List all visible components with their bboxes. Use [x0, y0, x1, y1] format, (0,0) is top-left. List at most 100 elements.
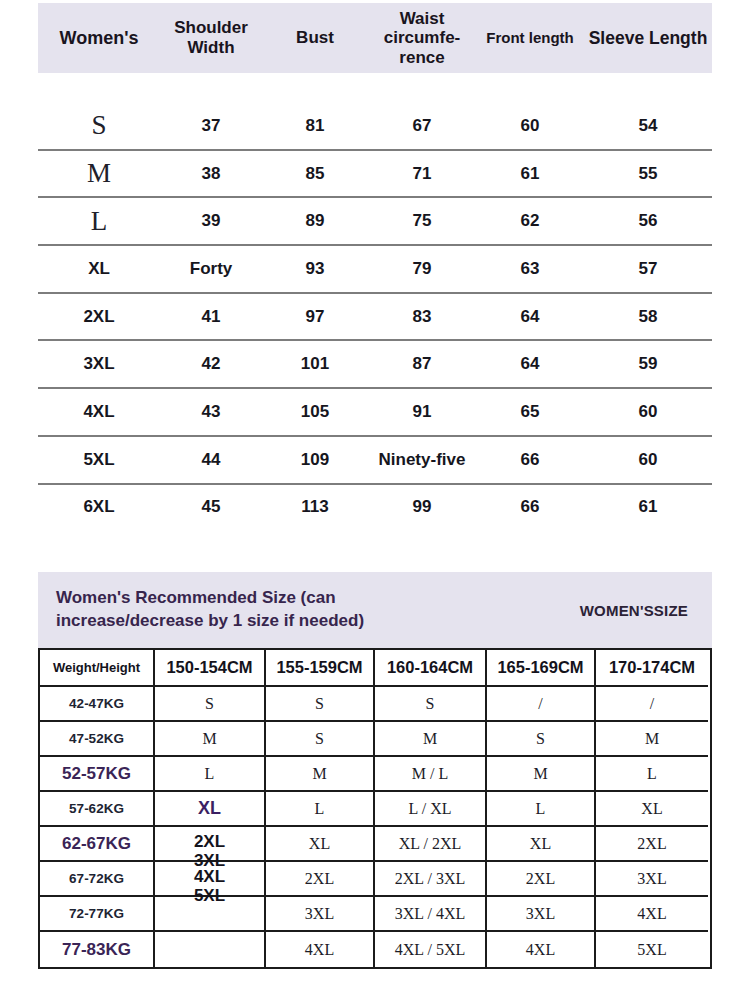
measurement-value: 55 — [584, 164, 712, 184]
col-header-shoulder: Shoulder Width — [160, 18, 262, 57]
measurement-value: 58 — [584, 307, 712, 327]
size-cell: / — [596, 687, 708, 722]
measurement-header-banner: Women's Shoulder Width Bust Waist circum… — [38, 3, 712, 73]
height-header: 165-169CM — [487, 650, 596, 687]
measurement-value: 57 — [584, 259, 712, 279]
size-cell: L — [596, 757, 708, 792]
measurement-value: 44 — [160, 450, 262, 470]
measurement-value: Forty — [160, 259, 262, 279]
size-cell: M / L — [375, 757, 487, 792]
measurement-value: 65 — [476, 402, 584, 422]
matrix-row: 77-83KG 4XL 4XL / 5XL 4XL 5XL — [40, 932, 710, 967]
stacked-sizes: 2XL 3XL — [155, 832, 264, 870]
stacked-size: 4XL — [155, 867, 264, 886]
size-cell: L / XL — [375, 792, 487, 827]
measurement-value: 66 — [476, 450, 584, 470]
table-row-6xl: 6XL 45 113 99 66 61 — [38, 485, 712, 531]
stacked-size: 5XL — [155, 886, 264, 905]
height-header: 160-164CM — [375, 650, 487, 687]
womens-size-label: WOMEN'SSIZE — [580, 602, 688, 619]
measurement-value: Ninety-five — [368, 450, 476, 470]
measurement-value: 37 — [160, 116, 262, 136]
recommended-size-table: Weight/Height 150-154CM 155-159CM 160-16… — [38, 648, 712, 969]
size-cell: 2XL — [487, 862, 596, 897]
size-cell: XL / 2XL — [375, 827, 487, 862]
table-row-3xl: 3XL 42 101 87 64 59 — [38, 341, 712, 389]
matrix-row: 72-77KG 3XL 3XL / 4XL 3XL 4XL — [40, 897, 710, 932]
measurement-value: 99 — [368, 497, 476, 517]
size-label: 5XL — [38, 450, 160, 470]
table-row-s: S 37 81 67 60 54 — [38, 103, 712, 151]
measurement-value: 71 — [368, 164, 476, 184]
measurement-value: 75 — [368, 211, 476, 231]
measurement-value: 64 — [476, 354, 584, 374]
weight-label: 57-62KG — [40, 792, 155, 827]
measurement-value: 61 — [476, 164, 584, 184]
size-cell: S — [155, 687, 266, 722]
size-cell: S — [375, 687, 487, 722]
size-cell: M — [596, 722, 708, 757]
measurement-value: 83 — [368, 307, 476, 327]
weight-label: 42-47KG — [40, 687, 155, 722]
col-header-sleeve-length: Sleeve Length — [584, 28, 712, 48]
size-cell: 4XL — [487, 932, 596, 967]
measurement-value: 56 — [584, 211, 712, 231]
size-label: S — [38, 110, 160, 141]
recommended-size-banner: Women's Recommended Size (can increase/d… — [38, 572, 712, 648]
height-header: 150-154CM — [155, 650, 266, 687]
size-cell: M — [266, 757, 375, 792]
weight-label: 72-77KG — [40, 897, 155, 932]
size-chart-page: Women's Shoulder Width Bust Waist circum… — [38, 3, 712, 969]
size-cell-stacked: 4XL 5XL — [155, 862, 266, 897]
weight-label: 62-67KG — [40, 827, 155, 862]
measurement-value: 59 — [584, 354, 712, 374]
table-row-5xl: 5XL 44 109 Ninety-five 66 60 — [38, 437, 712, 485]
measurement-value: 45 — [160, 497, 262, 517]
size-cell: 5XL — [596, 932, 708, 967]
measurement-value: 60 — [476, 116, 584, 136]
size-cell: M — [487, 757, 596, 792]
measurement-value: 87 — [368, 354, 476, 374]
height-header: 155-159CM — [266, 650, 375, 687]
measurement-value: 97 — [262, 307, 368, 327]
size-cell: XL — [266, 827, 375, 862]
size-label: 2XL — [38, 307, 160, 327]
measurement-value: 60 — [584, 450, 712, 470]
table-row-l: L 39 89 75 62 56 — [38, 198, 712, 246]
matrix-row: 42-47KG S S S / / — [40, 687, 710, 722]
size-cell: S — [266, 687, 375, 722]
measurement-value: 39 — [160, 211, 262, 231]
matrix-row: 62-67KG 2XL 3XL XL XL / 2XL XL 2XL — [40, 827, 710, 862]
col-header-bust: Bust — [262, 28, 368, 48]
size-cell: XL — [596, 792, 708, 827]
measurement-value: 67 — [368, 116, 476, 136]
size-cell: 4XL — [266, 932, 375, 967]
size-cell-stacked: 2XL 3XL — [155, 827, 266, 862]
size-cell: 2XL — [266, 862, 375, 897]
measurement-value: 41 — [160, 307, 262, 327]
measurement-value: 79 — [368, 259, 476, 279]
measurement-value: 61 — [584, 497, 712, 517]
matrix-row: 67-72KG 4XL 5XL 2XL 2XL / 3XL 2XL 3XL — [40, 862, 710, 897]
measurement-value: 66 — [476, 497, 584, 517]
matrix-row: 52-57KG L M M / L M L — [40, 757, 710, 792]
size-cell: XL — [487, 827, 596, 862]
measurement-value: 38 — [160, 164, 262, 184]
table-row-2xl: 2XL 41 97 83 64 58 — [38, 294, 712, 342]
size-cell: 3XL — [487, 897, 596, 932]
size-label: 4XL — [38, 402, 160, 422]
size-cell: L — [266, 792, 375, 827]
size-cell: 3XL — [596, 862, 708, 897]
measurement-value: 81 — [262, 116, 368, 136]
size-cell: L — [487, 792, 596, 827]
measurement-value: 62 — [476, 211, 584, 231]
measurement-value: 89 — [262, 211, 368, 231]
size-cell: 4XL — [596, 897, 708, 932]
size-cell: M — [155, 722, 266, 757]
size-label: L — [38, 206, 160, 237]
weight-label: 47-52KG — [40, 722, 155, 757]
size-cell: XL — [155, 792, 266, 827]
measurement-value: 60 — [584, 402, 712, 422]
measurement-value: 85 — [262, 164, 368, 184]
matrix-row: 47-52KG M S M S M — [40, 722, 710, 757]
